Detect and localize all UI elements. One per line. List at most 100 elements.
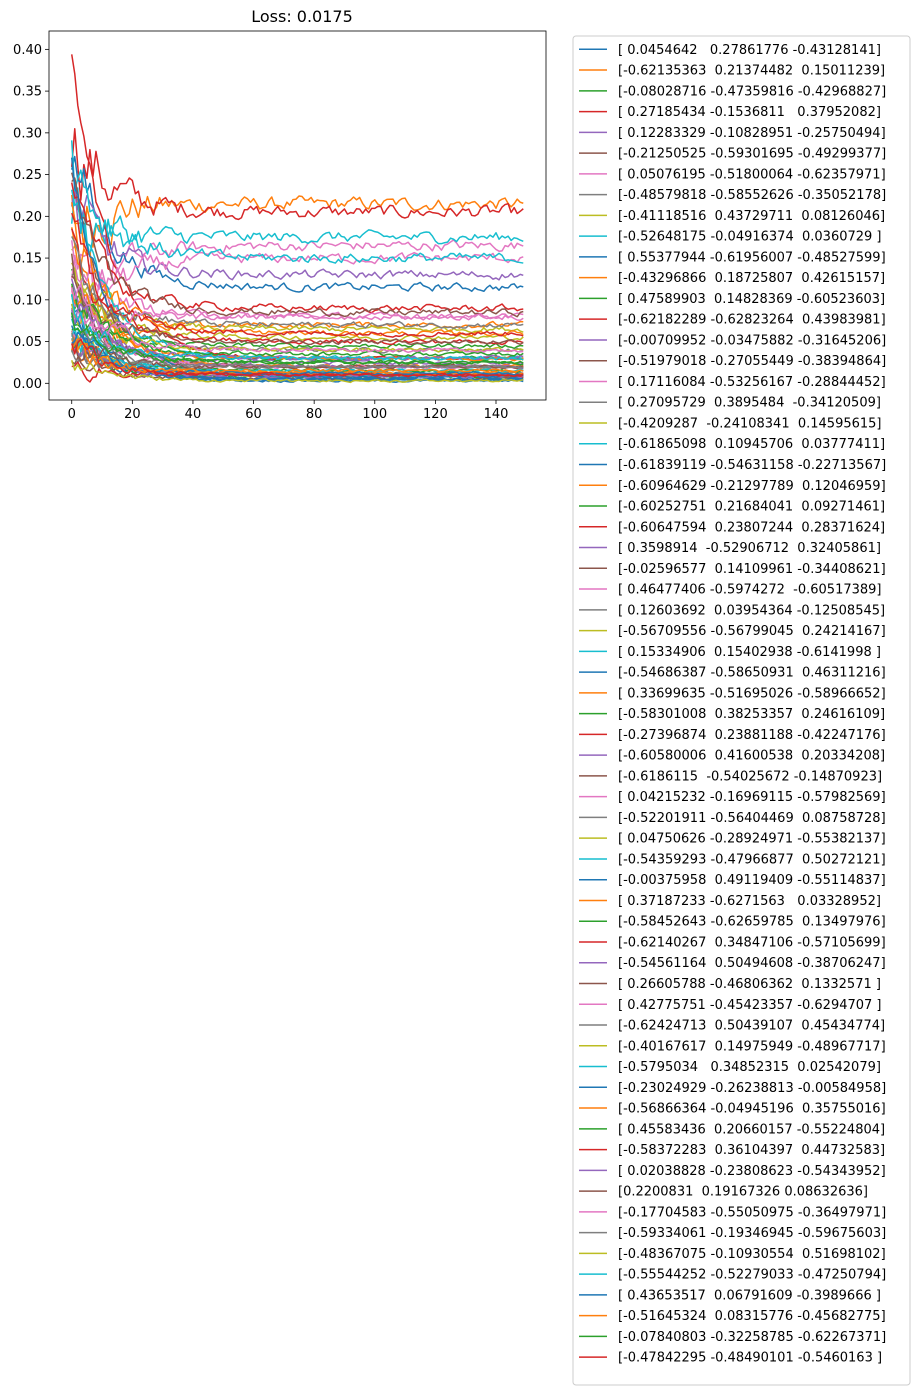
legend-label: [-0.60647594 0.23807244 0.28371624] — [618, 520, 885, 535]
y-tick-label: 0.00 — [13, 377, 42, 392]
x-tick-label: 140 — [484, 407, 509, 422]
legend-label: [-0.5795034 0.34852315 0.02542079] — [618, 1060, 881, 1075]
series-line — [71, 262, 524, 342]
series-line — [70, 140, 524, 264]
legend-label: [-0.54561164 0.50494608 -0.38706247] — [618, 956, 886, 971]
legend-label: [-0.58372283 0.36104397 0.44732583] — [618, 1143, 885, 1158]
legend-label: [-0.48367075 -0.10930554 0.51698102] — [618, 1247, 886, 1262]
series-line — [71, 283, 524, 354]
legend-label: [ 0.27185434 -0.1536811 0.37952082] — [618, 105, 881, 120]
legend-label: [-0.00709952 -0.03475882 -0.31645206] — [618, 333, 886, 348]
y-tick-label: 0.25 — [13, 168, 42, 183]
legend-label: [ 0.15334906 0.15402938 -0.6141998 ] — [618, 645, 881, 660]
legend-label: [-0.62424713 0.50439107 0.45434774] — [618, 1019, 885, 1034]
series-line — [70, 294, 524, 361]
legend-label: [ 0.04750626 -0.28924971 -0.55382137] — [618, 832, 886, 847]
legend-label: [ 0.37187233 -0.6271563 0.03328952] — [618, 894, 881, 909]
legend-label: [-0.48579818 -0.58552626 -0.35052178] — [618, 188, 886, 203]
series-line — [71, 338, 524, 378]
legend-label: [ 0.45583436 0.20660157 -0.55224804] — [618, 1122, 885, 1137]
plot-lines — [70, 54, 524, 384]
series-line — [71, 360, 524, 384]
legend-label: [-0.62182289 -0.62823264 0.43983981] — [618, 313, 886, 328]
series-line — [71, 328, 524, 370]
y-tick-label: 0.35 — [13, 85, 42, 100]
legend-label: [-0.52648175 -0.04916374 0.0360729 ] — [618, 230, 882, 245]
legend-label: [-0.61865098 0.10945706 0.03777411] — [618, 437, 885, 452]
series-line — [70, 186, 524, 281]
x-tick-label: 80 — [306, 407, 323, 422]
legend-label: [-0.62135363 0.21374482 0.15011239] — [618, 64, 885, 79]
legend-label: [-0.17704583 -0.55050975 -0.36497971] — [618, 1205, 886, 1220]
series-line — [71, 342, 524, 370]
legend-label: [ 0.27095729 0.3895484 -0.34120509] — [618, 396, 881, 411]
series-line — [70, 293, 524, 350]
x-tick-label: 60 — [245, 407, 262, 422]
legend-label: [ 0.42775751 -0.45423357 -0.6294707 ] — [618, 998, 882, 1013]
y-tick-label: 0.40 — [13, 43, 42, 58]
series-line — [71, 212, 524, 338]
series-line — [70, 187, 524, 257]
x-tick-label: 40 — [185, 407, 202, 422]
legend-label: [-0.27396874 0.23881188 -0.42247176] — [618, 728, 886, 743]
y-axis: 0.00 0.05 0.10 0.15 0.20 0.25 0.30 0.35 0.40 — [13, 43, 49, 392]
legend-label: [-0.54686387 -0.58650931 0.46311216] — [618, 666, 886, 681]
legend-label: [-0.02596577 0.14109961 -0.34408621] — [618, 562, 886, 577]
y-tick-label: 0.10 — [13, 293, 42, 308]
legend-label: [-0.08028716 -0.47359816 -0.42968827] — [618, 84, 886, 99]
legend-label: [ 0.02038828 -0.23808623 -0.54343952] — [618, 1164, 886, 1179]
legend-label: [-0.62140267 0.34847106 -0.57105699] — [618, 935, 886, 950]
legend-label: [-0.56866364 -0.04945196 0.35755016] — [618, 1102, 886, 1117]
legend-label: [-0.60252751 0.21684041 0.09271461] — [618, 500, 885, 515]
series-line — [70, 128, 524, 221]
x-tick-label: 0 — [68, 407, 76, 422]
legend-label: [ 0.47589903 0.14828369 -0.60523603] — [618, 292, 885, 307]
legend-label: [-0.56709556 -0.56799045 0.24214167] — [618, 624, 886, 639]
legend-label: [-0.61839119 -0.54631158 -0.22713567] — [618, 458, 886, 473]
series-line — [71, 331, 524, 377]
legend-label: [-0.40167617 0.14975949 -0.48967717] — [618, 1039, 886, 1054]
series-line — [70, 312, 524, 366]
legend-label: [0.2200831 0.19167326 0.08632636] — [618, 1185, 868, 1200]
legend-label: [-0.59334061 -0.19346945 -0.59675603] — [618, 1226, 886, 1241]
legend-label: [-0.47842295 -0.48490101 -0.5460163 ] — [618, 1351, 882, 1366]
legend-box — [572, 35, 911, 1386]
legend-label: [-0.51979018 -0.27055449 -0.38394864] — [618, 354, 886, 369]
legend-label: [-0.4209287 -0.24108341 0.14595615] — [618, 416, 882, 431]
y-tick-label: 0.15 — [13, 252, 42, 267]
plot-frame — [48, 30, 547, 401]
legend-label: [-0.43296866 0.18725807 0.42615157] — [618, 271, 885, 286]
legend-label: [-0.60580006 0.41600538 0.20334208] — [618, 749, 885, 764]
legend-label: [-0.07840803 -0.32258785 -0.62267371] — [618, 1330, 886, 1345]
series-line — [70, 303, 524, 362]
legend-label: [-0.60964629 -0.21297789 0.12046959] — [618, 479, 886, 494]
series-line — [70, 283, 524, 358]
legend-label: [-0.41118516 0.43729711 0.08126046] — [618, 209, 885, 224]
legend-label: [-0.6186115 -0.54025672 -0.14870923] — [618, 769, 882, 784]
y-tick-label: 0.20 — [13, 210, 42, 225]
legend-label: [-0.23024929 -0.26238813 -0.00584958] — [618, 1081, 886, 1096]
legend-label: [ 0.0454642 0.27861776 -0.43128141] — [618, 43, 881, 58]
series-line — [70, 155, 524, 293]
series-line — [71, 177, 524, 318]
series-line — [70, 240, 524, 321]
legend-label: [-0.21250525 -0.59301695 -0.49299377] — [618, 147, 886, 162]
legend-label: [ 0.3598914 -0.52906712 0.32405861] — [618, 541, 881, 556]
series-line — [70, 194, 524, 249]
y-tick-label: 0.05 — [13, 335, 42, 350]
legend-label: [-0.58452643 -0.62659785 0.13497976] — [618, 915, 886, 930]
series-line — [70, 253, 524, 346]
legend-label: [ 0.26605788 -0.46806362 0.1332571 ] — [618, 977, 881, 992]
legend-label: [-0.51645324 0.08315776 -0.45682775] — [618, 1309, 886, 1324]
legend-label: [ 0.46477406 -0.5974272 -0.60517389] — [618, 583, 882, 598]
legend-label: [-0.54359293 -0.47966877 0.50272121] — [618, 852, 886, 867]
x-axis: 0 20 40 60 80 100 120 140 — [68, 400, 509, 422]
y-tick-label: 0.30 — [13, 126, 42, 141]
x-tick-label: 120 — [423, 407, 448, 422]
legend-label: [ 0.12603692 0.03954364 -0.12508545] — [618, 603, 885, 618]
series-line — [71, 251, 524, 333]
legend-label: [-0.58301008 0.38253357 0.24616109] — [618, 707, 885, 722]
legend-label: [-0.00375958 0.49119409 -0.55114837] — [618, 873, 886, 888]
legend-label: [ 0.33699635 -0.51695026 -0.58966652] — [618, 686, 886, 701]
